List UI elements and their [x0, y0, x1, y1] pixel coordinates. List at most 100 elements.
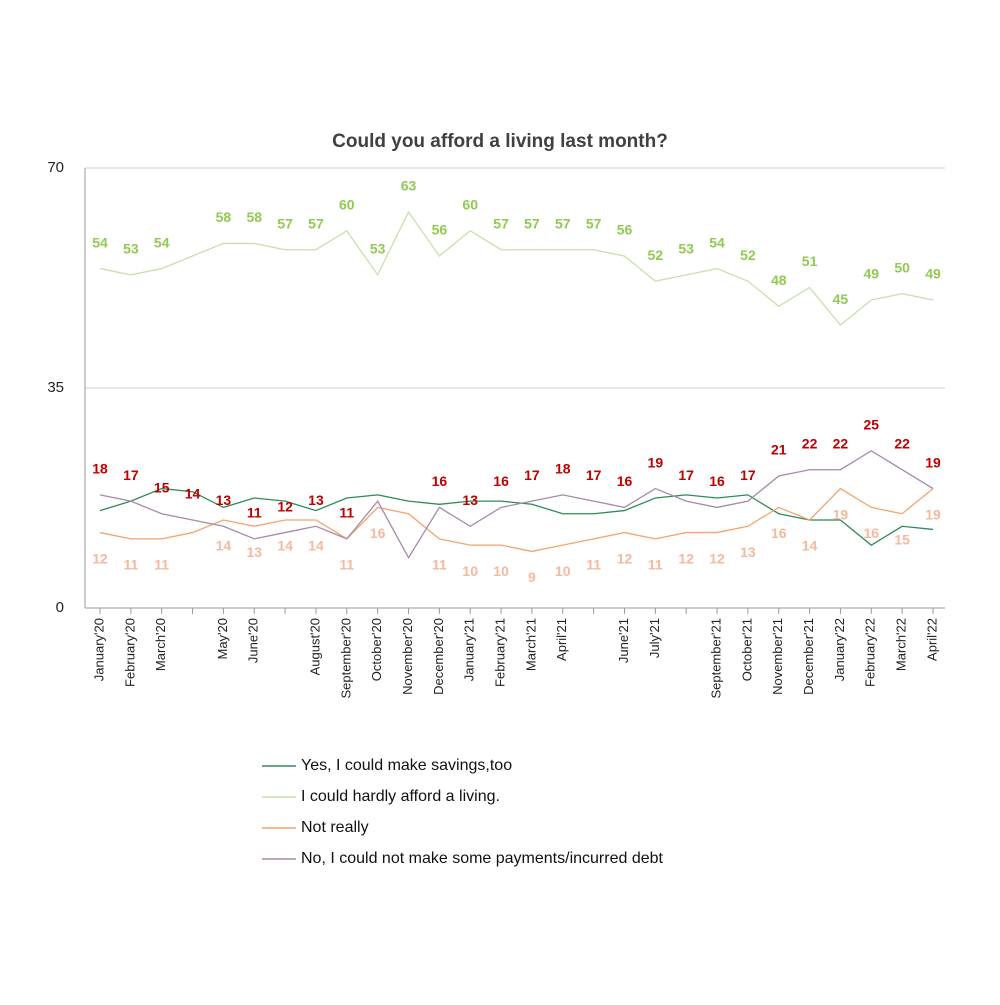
x-tick-label: September'21: [708, 618, 723, 699]
data-label: 51: [802, 253, 818, 269]
data-label: 14: [802, 538, 818, 554]
data-label: 19: [648, 454, 664, 470]
y-tick-label: 35: [47, 379, 64, 396]
x-tick-label: October'20: [369, 618, 384, 681]
data-label: 48: [771, 272, 787, 288]
x-tick-label: February'22: [863, 618, 878, 687]
x-tick-label: November'21: [770, 618, 785, 695]
data-label: 19: [833, 506, 849, 522]
data-label: 17: [740, 467, 756, 483]
data-label: 49: [864, 266, 880, 282]
data-label: 57: [277, 215, 293, 231]
data-label: 12: [709, 550, 725, 566]
data-label: 11: [154, 557, 169, 573]
data-label: 52: [740, 247, 756, 263]
data-label: 17: [678, 467, 694, 483]
data-label: 57: [524, 215, 540, 231]
x-tick-label: December'21: [801, 618, 816, 695]
x-tick-label: December'20: [431, 618, 446, 695]
data-label: 53: [123, 241, 139, 257]
data-label: 11: [123, 557, 138, 573]
data-label: 52: [648, 247, 664, 263]
data-label: 63: [401, 178, 417, 194]
data-label: 60: [339, 197, 355, 213]
data-label: 14: [216, 538, 232, 554]
data-label: 14: [185, 486, 201, 502]
data-label: 12: [617, 550, 633, 566]
data-label: 15: [154, 479, 170, 495]
data-label: 15: [894, 531, 910, 547]
data-label: 16: [617, 473, 633, 489]
series-line: [99, 487, 934, 546]
data-label: 53: [370, 241, 386, 257]
legend-label: I could hardly afford a living.: [301, 788, 500, 805]
data-label: 22: [802, 435, 818, 451]
data-label: 11: [586, 557, 601, 573]
data-label: 25: [864, 417, 880, 433]
data-label: 14: [308, 538, 324, 554]
x-tick-label: June'21: [616, 618, 631, 663]
data-label: 16: [864, 525, 880, 541]
data-label: 58: [216, 209, 232, 225]
data-label: 54: [92, 234, 108, 250]
data-label: 22: [894, 435, 910, 451]
legend-label: Yes, I could make savings,too: [301, 757, 512, 774]
data-label: 16: [771, 525, 787, 541]
x-tick-label: January'21: [462, 618, 477, 681]
x-tick-label: June'20: [246, 618, 261, 663]
data-label: 13: [216, 492, 232, 508]
data-label: 17: [586, 467, 602, 483]
x-tick-label: October'21: [739, 618, 754, 681]
data-label: 57: [555, 215, 571, 231]
y-tick-label: 0: [56, 599, 64, 616]
chart-title: Could you afford a living last month?: [332, 131, 668, 152]
data-label: 13: [740, 544, 756, 560]
data-label: 12: [678, 550, 694, 566]
data-label: 11: [339, 557, 354, 573]
data-label: 11: [339, 505, 354, 521]
data-label: 58: [246, 209, 262, 225]
data-label: 21: [771, 442, 787, 458]
x-tick-label: August'20: [307, 618, 322, 675]
data-label: 11: [432, 557, 447, 573]
x-tick-label: March'20: [153, 618, 168, 671]
series-line: [99, 450, 934, 560]
data-label: 11: [648, 557, 663, 573]
x-tick-label: March'21: [523, 618, 538, 671]
data-label: 53: [678, 241, 694, 257]
data-label: 12: [92, 550, 108, 566]
data-label: 13: [246, 544, 262, 560]
data-label: 17: [524, 467, 540, 483]
data-label: 12: [277, 498, 293, 514]
data-label: 16: [493, 473, 509, 489]
data-label: 14: [277, 538, 293, 554]
x-tick-label: March'22: [894, 618, 909, 671]
x-tick-label: September'20: [338, 618, 353, 699]
x-tick-label: January'22: [832, 618, 847, 681]
data-label: 16: [370, 525, 386, 541]
data-label: 11: [247, 505, 262, 521]
data-label: 9: [528, 569, 536, 585]
data-label: 54: [709, 234, 725, 250]
x-tick-label: April'22: [924, 618, 939, 661]
data-label: 49: [925, 266, 941, 282]
y-tick-label: 70: [47, 159, 64, 176]
x-tick-label: July'21: [647, 618, 662, 658]
data-label: 57: [586, 215, 602, 231]
data-label: 16: [432, 473, 448, 489]
data-label: 56: [617, 222, 633, 238]
x-tick-label: January'20: [91, 618, 106, 681]
legend-label: Not really: [301, 819, 369, 836]
data-label: 17: [123, 467, 139, 483]
data-label: 18: [92, 461, 108, 477]
x-tick-label: February'21: [493, 618, 508, 687]
x-tick-label: April'21: [554, 618, 569, 661]
data-label: 13: [308, 492, 324, 508]
data-label: 10: [462, 563, 478, 579]
data-label: 57: [493, 215, 509, 231]
series-line: [99, 487, 934, 553]
data-label: 13: [462, 492, 478, 508]
data-label: 45: [833, 291, 849, 307]
data-label: 60: [462, 197, 478, 213]
data-label: 19: [925, 506, 941, 522]
